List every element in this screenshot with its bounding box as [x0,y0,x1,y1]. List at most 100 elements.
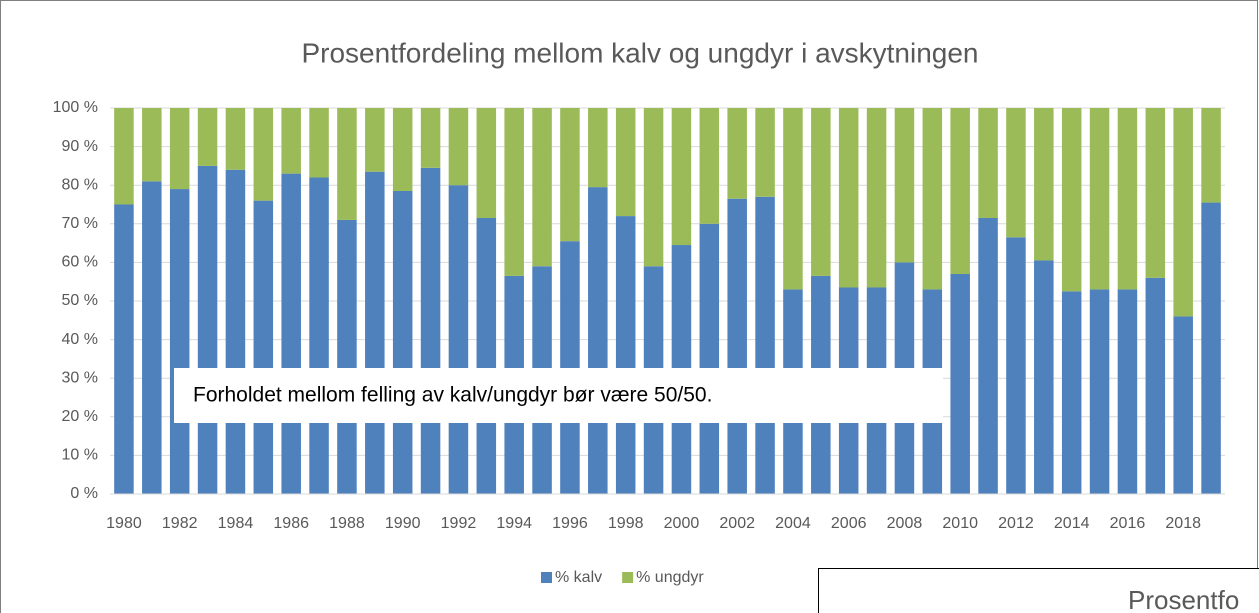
bar-segment [114,204,134,494]
y-tick-label: 90 % [62,138,98,155]
chart-title: Prosentfordeling mellom kalv og ungdyr i… [301,37,978,68]
y-tick-label: 50 % [62,292,98,309]
x-tick-label: 2012 [998,515,1034,532]
annotation-box [174,368,943,423]
bar-segment [476,218,497,494]
x-tick-label: 1984 [218,515,254,532]
bar-segment [699,108,720,224]
bar-segment [699,223,720,495]
y-tick-label: 30 % [62,369,98,386]
bar-segment [588,187,608,494]
bar-segment [643,108,664,267]
bar-segment [894,108,915,263]
y-tick-label: 40 % [62,331,98,348]
x-tick-label: 1980 [106,515,142,532]
bar-segment [309,177,329,495]
bar-segment [225,108,246,170]
bar-segment [922,108,943,290]
bar-segment [1061,108,1082,292]
bar-segment [476,108,497,219]
bar-segment [142,108,162,182]
x-tick-label: 1994 [496,515,532,532]
bar-segment [169,108,190,190]
legend-swatch [541,572,552,583]
annotation: Forholdet mellom felling av kalv/ungdyr … [193,384,712,407]
bar-segment [1061,291,1082,494]
bar-segment [337,219,357,494]
bar-segment [1145,277,1166,494]
bar-segment [1173,108,1193,317]
x-tick-label: 2008 [887,515,923,532]
bar-segment [169,189,190,494]
x-tick-label: 2018 [1165,515,1201,532]
bar-segment [1006,237,1026,494]
bar-segment [1201,202,1221,494]
y-tick-label: 100 % [53,99,98,116]
bar-segment [281,108,301,174]
legend-label: % ungdyr [636,569,704,586]
bar-segment [504,108,524,276]
y-tick-label: 60 % [62,254,98,271]
x-tick-label: 1998 [608,515,644,532]
bar-segment [727,108,747,199]
bar-segment [1006,108,1026,238]
bar-segment [838,108,859,288]
x-tick-label: 1982 [162,515,198,532]
bar-segment [420,108,441,168]
y-tick-label: 10 % [62,447,98,464]
bar-segment [420,167,441,494]
bar-segment [1201,108,1221,203]
bar-segment [978,108,998,219]
bar-segment [1089,108,1110,290]
bar-segment [197,108,218,166]
bar-segment [978,218,998,494]
bar-segment [281,173,301,494]
bar-segment [755,196,775,494]
bar-segment [866,108,887,288]
bar-segment [142,181,162,494]
x-tick-label: 2004 [775,515,811,532]
bar-segment [448,108,469,186]
bar-segment [1034,260,1054,494]
y-tick-label: 70 % [62,215,98,232]
bar-segment [392,190,413,495]
x-tick-label: 1986 [273,515,309,532]
bar-segment [309,108,329,178]
bar-segment [365,171,385,494]
bar-segment [532,108,552,267]
bar-segment [448,185,469,494]
x-tick-label: 2002 [719,515,755,532]
x-tick-label: 2010 [942,515,978,532]
bar-segment [560,241,580,494]
bar-segment [253,200,274,494]
x-tick-label: 2016 [1110,515,1146,532]
x-tick-label: 2014 [1054,515,1090,532]
bar-segment [783,108,803,290]
bar-segment [1034,108,1054,261]
bar-segment [1117,108,1138,290]
legend-label: % kalv [555,569,602,586]
bar-segment [1117,289,1138,494]
bar-segment [671,108,692,246]
bar-segment [615,108,636,217]
y-tick-label: 80 % [62,176,98,193]
bar-segment [1089,289,1110,494]
bar-segment [950,108,970,274]
bar-segment [1173,316,1193,494]
overlay-title: Prosentfo [1128,585,1239,613]
bar-segment [811,108,831,276]
y-tick-label: 0 % [70,485,98,502]
bar-segment [114,108,134,205]
bar-segment [755,108,775,197]
x-tick-label: 1992 [441,515,477,532]
legend-swatch [622,572,634,583]
x-tick-label: 2006 [831,515,867,532]
bar-segment [727,198,747,494]
x-tick-label: 1996 [552,515,588,532]
x-tick-label: 1988 [329,515,365,532]
bar-segment [253,108,274,201]
y-tick-label: 20 % [62,408,98,425]
bar-segment [365,108,385,172]
bar-segment [392,108,413,191]
